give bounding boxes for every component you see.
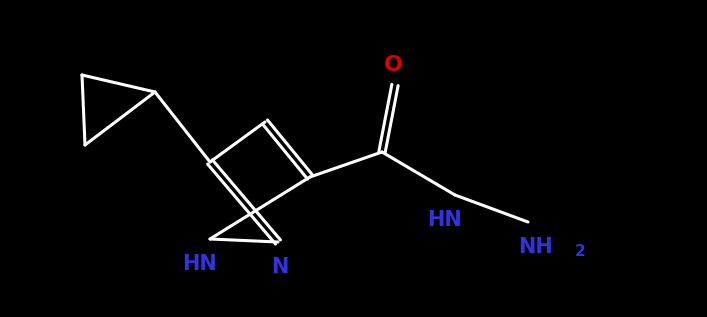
Text: 2: 2 xyxy=(575,244,585,260)
Text: O: O xyxy=(383,55,402,75)
Text: N: N xyxy=(271,257,288,277)
Text: NH: NH xyxy=(519,237,554,257)
Text: HN: HN xyxy=(182,254,217,274)
Text: HN: HN xyxy=(428,210,462,230)
